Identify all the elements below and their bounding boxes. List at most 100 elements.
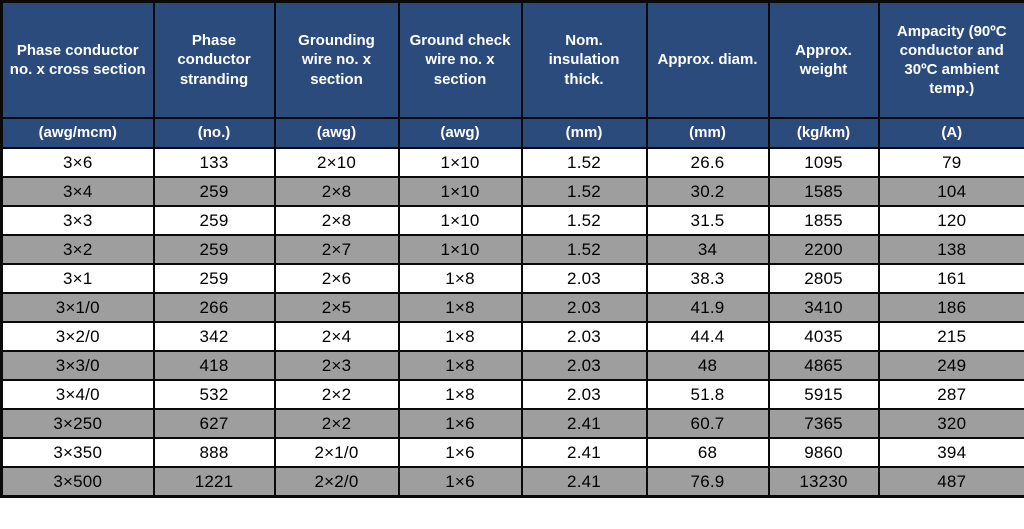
column-header-approx-weight: Approx. weight <box>767 0 880 119</box>
table-cell: 259 <box>152 263 276 294</box>
table-cell: 1×10 <box>397 205 523 236</box>
table-cell: 3×6 <box>0 147 155 178</box>
table-cell: 3×500 <box>0 466 155 498</box>
table-cell: 1095 <box>767 147 880 178</box>
table-cell: 320 <box>877 408 1024 439</box>
table-cell: 2×8 <box>273 176 400 207</box>
table-cell: 1×8 <box>397 263 523 294</box>
table-cell: 161 <box>877 263 1024 294</box>
table-cell: 259 <box>152 205 276 236</box>
table-row: 3×500 1221 2×2/0 1×6 2.41 76.9 13230 487 <box>0 466 1024 498</box>
table-cell: 3×2 <box>0 234 155 265</box>
table-cell: 2×4 <box>273 321 400 352</box>
table-cell: 1×8 <box>397 379 523 410</box>
unit-ampacity-a: (A) <box>877 117 1024 149</box>
table-cell: 2.03 <box>520 321 648 352</box>
table-cell: 3×250 <box>0 408 155 439</box>
table-cell: 7365 <box>767 408 880 439</box>
table-cell: 104 <box>877 176 1024 207</box>
table-cell: 1×8 <box>397 292 523 323</box>
table-row: 3×2 259 2×7 1×10 1.52 34 2200 138 <box>0 234 1024 265</box>
table-cell: 44.4 <box>645 321 770 352</box>
table-cell: 2.03 <box>520 292 648 323</box>
table-cell: 3×350 <box>0 437 155 468</box>
table-cell: 1×6 <box>397 466 523 498</box>
table-row: 3×2/0 342 2×4 1×8 2.03 44.4 4035 215 <box>0 321 1024 352</box>
table-cell: 249 <box>877 350 1024 381</box>
table-cell: 2×1/0 <box>273 437 400 468</box>
table-cell: 41.9 <box>645 292 770 323</box>
table-cell: 2.41 <box>520 437 648 468</box>
table-cell: 51.8 <box>645 379 770 410</box>
table-cell: 2×6 <box>273 263 400 294</box>
column-header-grounding-wire: Grounding wire no. x section <box>273 0 400 119</box>
unit-grounding-awg: (awg) <box>273 117 400 149</box>
table-cell: 138 <box>877 234 1024 265</box>
table-cell: 3×4/0 <box>0 379 155 410</box>
table-cell: 888 <box>152 437 276 468</box>
table-cell: 1585 <box>767 176 880 207</box>
column-header-phase-conductor-stranding: Phase conductor stranding <box>152 0 276 119</box>
table-cell: 2×10 <box>273 147 400 178</box>
table-row: 3×1/0 266 2×5 1×8 2.03 41.9 3410 186 <box>0 292 1024 323</box>
table-cell: 34 <box>645 234 770 265</box>
table-cell: 2×8 <box>273 205 400 236</box>
table-cell: 2.03 <box>520 379 648 410</box>
unit-awg-mcm: (awg/mcm) <box>0 117 155 149</box>
table-cell: 2×2 <box>273 379 400 410</box>
unit-insulation-mm: (mm) <box>520 117 648 149</box>
table-cell: 1.52 <box>520 147 648 178</box>
table-cell: 3×4 <box>0 176 155 207</box>
table-cell: 2×3 <box>273 350 400 381</box>
table-cell: 1.52 <box>520 176 648 207</box>
table-cell: 31.5 <box>645 205 770 236</box>
column-header-ground-check-wire: Ground check wire no. x section <box>397 0 523 119</box>
table-cell: 9860 <box>767 437 880 468</box>
table-cell: 394 <box>877 437 1024 468</box>
table-cell: 287 <box>877 379 1024 410</box>
table-cell: 3×1 <box>0 263 155 294</box>
table-cell: 627 <box>152 408 276 439</box>
table-header: Phase conductor no. x cross section Phas… <box>0 0 1024 149</box>
table-cell: 48 <box>645 350 770 381</box>
table-cell: 3×3/0 <box>0 350 155 381</box>
table-cell: 1221 <box>152 466 276 498</box>
table-cell: 418 <box>152 350 276 381</box>
table-cell: 76.9 <box>645 466 770 498</box>
table-row: 3×3 259 2×8 1×10 1.52 31.5 1855 120 <box>0 205 1024 236</box>
table-cell: 342 <box>152 321 276 352</box>
table-cell: 259 <box>152 234 276 265</box>
table-cell: 68 <box>645 437 770 468</box>
table-cell: 3410 <box>767 292 880 323</box>
table-cell: 2×5 <box>273 292 400 323</box>
column-header-insulation-thickness: Nom. insulation thick. <box>520 0 648 119</box>
header-row: Phase conductor no. x cross section Phas… <box>0 0 1024 119</box>
unit-weight-kg-km: (kg/km) <box>767 117 880 149</box>
cable-specification-table: Phase conductor no. x cross section Phas… <box>0 0 1024 498</box>
table-cell: 3×3 <box>0 205 155 236</box>
table-cell: 186 <box>877 292 1024 323</box>
table-cell: 1×10 <box>397 234 523 265</box>
table-cell: 1.52 <box>520 205 648 236</box>
table-cell: 4035 <box>767 321 880 352</box>
column-header-approx-diameter: Approx. diam. <box>645 0 770 119</box>
table-cell: 1×6 <box>397 437 523 468</box>
column-header-phase-conductor-size: Phase conductor no. x cross section <box>0 0 155 119</box>
table-cell: 2.03 <box>520 263 648 294</box>
table-cell: 1.52 <box>520 234 648 265</box>
table-cell: 487 <box>877 466 1024 498</box>
table-cell: 2200 <box>767 234 880 265</box>
table-cell: 79 <box>877 147 1024 178</box>
table-cell: 2805 <box>767 263 880 294</box>
table-cell: 38.3 <box>645 263 770 294</box>
table-row: 3×250 627 2×2 1×6 2.41 60.7 7365 320 <box>0 408 1024 439</box>
table-cell: 2.41 <box>520 466 648 498</box>
table-cell: 30.2 <box>645 176 770 207</box>
table-cell: 266 <box>152 292 276 323</box>
table-cell: 532 <box>152 379 276 410</box>
table-cell: 1×8 <box>397 321 523 352</box>
table-cell: 1×10 <box>397 176 523 207</box>
table-cell: 2.03 <box>520 350 648 381</box>
table-cell: 215 <box>877 321 1024 352</box>
unit-ground-check-awg: (awg) <box>397 117 523 149</box>
